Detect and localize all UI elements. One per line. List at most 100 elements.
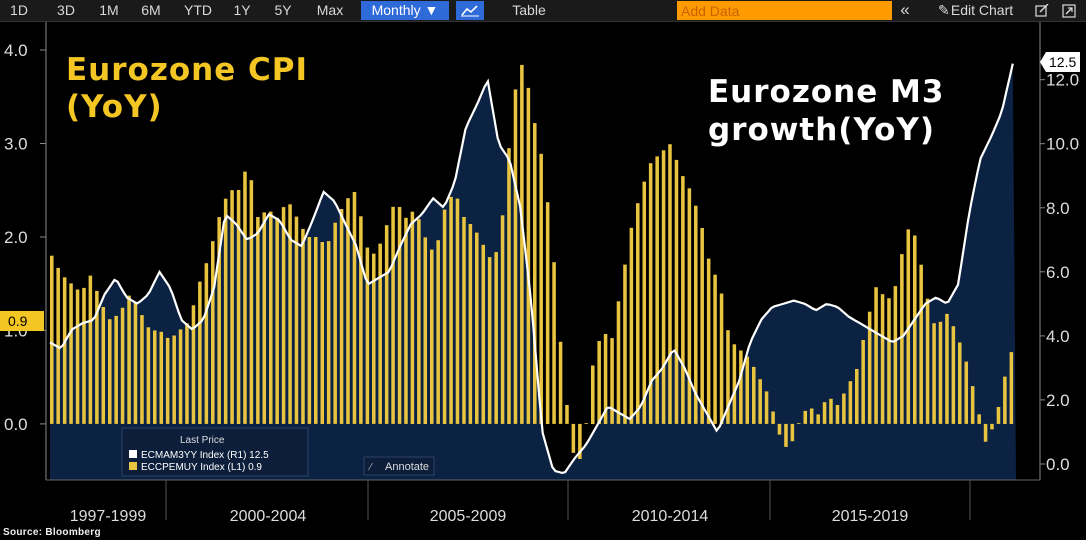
chart-toolbar: 1D 3D 1M 6M YTD 1Y 5Y Max Monthly ▼ Tabl… <box>0 0 1086 22</box>
cpi-bar <box>945 313 949 424</box>
export-icon[interactable] <box>1058 1 1080 20</box>
left-last-value-tag: 0.9 <box>0 311 44 331</box>
annotate-button[interactable]: ⁄ Annotate <box>363 456 435 476</box>
add-data-input[interactable] <box>677 1 892 20</box>
cpi-bar <box>108 319 112 424</box>
cpi-bar <box>140 315 144 424</box>
cpi-bar <box>159 331 164 424</box>
cpi-bar <box>262 212 267 424</box>
legend-header: Last Price <box>180 435 225 446</box>
cpi-bar <box>352 192 357 424</box>
range-3d-button[interactable]: 3D <box>57 2 75 18</box>
cpi-bar <box>610 338 614 424</box>
right-tick-label: 12.0 <box>1046 71 1079 90</box>
cpi-bar <box>694 205 698 424</box>
cpi-bar <box>655 156 659 424</box>
cpi-bar <box>591 365 595 424</box>
right-tick-label: 8.0 <box>1046 199 1070 218</box>
cpi-bar <box>951 326 956 424</box>
cpi-bar <box>855 369 859 424</box>
cpi-title-line2: (YoY) <box>66 89 163 125</box>
table-button[interactable]: Table <box>512 2 546 18</box>
cpi-bar <box>816 414 820 424</box>
cpi-bar <box>739 350 743 424</box>
edit-square-icon[interactable] <box>1032 1 1052 20</box>
range-6m-button[interactable]: 6M <box>141 2 161 18</box>
cpi-bar <box>230 190 234 424</box>
cpi-bar <box>95 290 99 424</box>
cpi-bar <box>558 341 563 424</box>
cpi-bar <box>616 301 621 424</box>
cpi-bar <box>636 203 640 424</box>
cpi-bar <box>191 305 196 424</box>
cpi-bar <box>75 289 80 424</box>
cpi-bar <box>925 298 930 424</box>
cpi-bar <box>449 196 453 424</box>
cpi-bar <box>384 225 389 424</box>
cpi-bar <box>365 247 370 424</box>
source-note: Source: Bloomberg <box>3 527 101 538</box>
cpi-bar <box>487 257 492 424</box>
cpi-bar <box>333 222 337 424</box>
cpi-bar <box>983 423 988 442</box>
cpi-bar <box>346 198 350 424</box>
cpi-bar <box>236 190 241 424</box>
right-tick-label: 2.0 <box>1046 391 1070 410</box>
cpi-bar <box>938 321 943 424</box>
cpi-bar <box>874 287 878 424</box>
range-ytd-button[interactable]: YTD <box>184 2 212 18</box>
cpi-bar <box>62 277 67 424</box>
cpi-bar <box>713 274 717 424</box>
cpi-bar <box>423 237 428 424</box>
right-tick-label: 4.0 <box>1046 327 1070 346</box>
range-max-button[interactable]: Max <box>316 2 344 18</box>
range-1d-button[interactable]: 1D <box>10 2 28 18</box>
x-period-label: 1997-1999 <box>70 508 147 525</box>
x-axis-period-labels: 1997-1999 2000-2004 2005-2009 2010-2014 2015… <box>70 480 971 525</box>
cpi-bar <box>970 386 975 424</box>
cpi-bar <box>455 198 460 424</box>
m3-line <box>49 63 1014 475</box>
legend-swatch-cpi <box>129 462 137 470</box>
cpi-bar <box>307 237 312 424</box>
cpi-bar <box>565 405 569 424</box>
cpi-bar <box>217 217 221 424</box>
cpi-bar <box>706 258 711 424</box>
cpi-bar <box>842 393 846 424</box>
cpi-bar <box>848 381 853 424</box>
m3-title-line1: Eurozone M3 <box>708 74 944 110</box>
edit-chart-button[interactable]: ✎Edit Chart <box>924 1 1026 20</box>
cpi-bar <box>571 423 576 453</box>
cpi-bar <box>82 287 86 424</box>
cpi-bar <box>758 379 762 424</box>
cpi-bar <box>275 217 279 424</box>
cpi-bar <box>648 163 653 424</box>
cpi-bar <box>906 229 911 424</box>
cpi-bar <box>681 176 685 424</box>
collapse-button[interactable]: « <box>900 0 910 19</box>
cpi-bar <box>719 293 724 424</box>
legend-swatch-m3 <box>129 450 137 458</box>
cpi-bar <box>803 410 808 424</box>
cpi-bar <box>243 171 247 424</box>
frequency-dropdown[interactable]: Monthly ▼ <box>361 1 449 20</box>
cpi-bar <box>391 206 395 424</box>
range-1m-button[interactable]: 1M <box>99 2 119 18</box>
cpi-bar <box>764 391 769 424</box>
right-tick-label: 0.0 <box>1046 455 1070 474</box>
line-chart-icon[interactable] <box>456 1 484 20</box>
range-5y-button[interactable]: 5Y <box>274 2 292 18</box>
cpi-bar <box>964 361 969 424</box>
range-1y-button[interactable]: 1Y <box>233 2 251 18</box>
cpi-bar <box>326 241 331 424</box>
cpi-bar <box>919 264 923 424</box>
cpi-bar <box>436 240 440 424</box>
cpi-bar <box>661 150 666 424</box>
edit-chart-label: Edit Chart <box>950 2 1014 18</box>
cpi-bar <box>301 228 305 424</box>
cpi-bar <box>829 398 833 424</box>
cpi-bar <box>69 283 73 424</box>
cpi-bar <box>500 215 505 424</box>
cpi-bar <box>674 159 679 424</box>
